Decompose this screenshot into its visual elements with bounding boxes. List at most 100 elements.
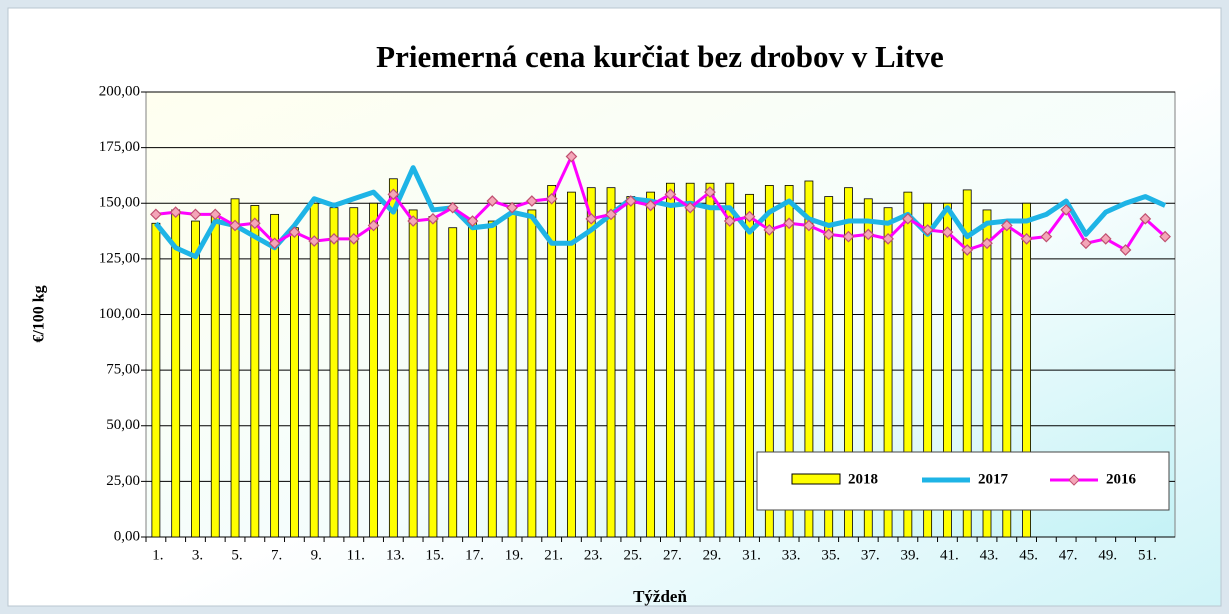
bar: [329, 207, 339, 538]
legend-swatch: [1068, 474, 1080, 486]
legend-swatch: [791, 473, 841, 485]
line: [155, 155, 1167, 252]
x-tick-label: 29.: [703, 547, 722, 563]
bar: [309, 202, 319, 538]
bar: [725, 182, 735, 538]
marker: [862, 228, 875, 241]
marker: [882, 233, 894, 245]
marker: [150, 208, 162, 221]
bar: [151, 222, 161, 538]
bar: [863, 198, 873, 538]
bar: [527, 209, 537, 538]
bar: [349, 207, 359, 538]
bar: [1022, 202, 1031, 538]
marker: [565, 150, 578, 163]
bar: [250, 205, 260, 538]
legend: 2018 2017 2016: [756, 451, 1170, 511]
marker: [1119, 244, 1132, 256]
y-axis-label: €/100 kg: [31, 285, 48, 342]
bar: [369, 202, 378, 538]
x-tick-label: 25.: [623, 547, 642, 563]
x-tick-label: 9.: [311, 547, 322, 563]
bar: [171, 209, 181, 538]
bar: [626, 196, 636, 538]
x-tick-label: 49.: [1098, 547, 1117, 563]
bar: [290, 227, 299, 538]
marker: [229, 219, 241, 232]
bar: [685, 182, 695, 538]
y-tick-label: 75,00: [106, 362, 140, 378]
bar: [606, 187, 616, 538]
y-tick-label: 0,00: [114, 528, 140, 544]
x-tick-label: 13.: [386, 547, 405, 563]
marker: [189, 208, 202, 221]
bar: [270, 213, 280, 538]
x-tick-label: 31.: [742, 547, 761, 563]
marker: [486, 195, 499, 207]
marker: [169, 206, 182, 218]
x-axis-label: Týždeň: [633, 587, 687, 606]
bar: [191, 220, 200, 538]
marker: [446, 201, 459, 214]
y-tick-label: 50,00: [106, 417, 140, 433]
marker: [407, 215, 419, 227]
marker: [545, 192, 558, 205]
bar: [210, 213, 220, 538]
y-tick-label: 125,00: [99, 250, 140, 266]
marker: [605, 208, 617, 221]
bar: [230, 198, 240, 538]
marker: [248, 217, 261, 230]
x-tick-label: 33.: [782, 547, 801, 563]
marker: [743, 210, 756, 223]
bar: [586, 187, 596, 538]
x-tick-label: 43.: [980, 547, 999, 563]
x-tick-label: 45.: [1019, 547, 1038, 563]
marker: [723, 215, 736, 227]
x-tick-label: 41.: [940, 547, 959, 563]
y-tick-label: 200,00: [99, 83, 140, 99]
marker: [763, 224, 776, 236]
marker: [803, 219, 815, 232]
bar: [448, 227, 458, 538]
marker: [684, 201, 697, 214]
marker: [941, 226, 954, 239]
bar: [646, 191, 656, 538]
x-tick-label: 19.: [505, 547, 524, 563]
marker: [367, 219, 380, 232]
marker: [624, 195, 637, 207]
marker: [822, 228, 835, 241]
x-tick-label: 37.: [861, 547, 880, 563]
x-tick-label: 17.: [465, 547, 484, 563]
marker: [1000, 219, 1013, 232]
y-tick-label: 150,00: [99, 195, 140, 211]
marker: [1060, 204, 1073, 216]
x-tick-label: 27.: [663, 547, 682, 563]
x-tick-label: 39.: [900, 547, 919, 563]
marker: [466, 215, 479, 227]
legend-label: 2016: [1106, 471, 1137, 487]
marker: [347, 233, 360, 245]
line: [153, 165, 1167, 260]
marker: [704, 186, 716, 198]
bar: [567, 191, 576, 538]
bar: [745, 193, 754, 538]
bar: [923, 202, 933, 538]
bar: [982, 209, 992, 538]
x-tick-label: 35.: [821, 547, 840, 563]
y-tick-label: 25,00: [106, 473, 140, 489]
bar: [388, 178, 398, 538]
x-tick-label: 51.: [1138, 547, 1157, 563]
marker: [308, 235, 321, 247]
bar: [962, 189, 972, 538]
x-tick-label: 11.: [347, 547, 365, 563]
bar: [487, 220, 497, 538]
x-tick-label: 23.: [584, 547, 603, 563]
bar: [903, 191, 913, 538]
bar: [428, 216, 438, 538]
marker: [268, 237, 281, 250]
bar: [665, 182, 675, 538]
marker: [981, 237, 993, 250]
bar: [824, 196, 834, 538]
